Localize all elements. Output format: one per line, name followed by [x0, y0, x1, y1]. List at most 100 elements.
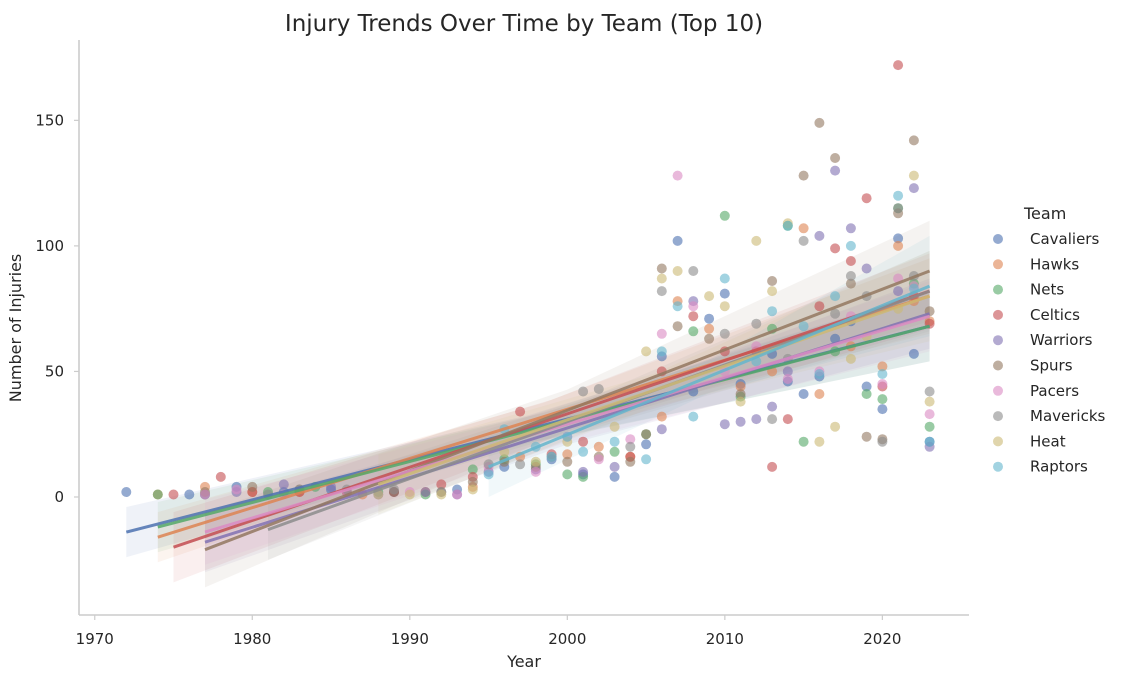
point-pacers — [672, 170, 683, 181]
point-raptors — [672, 301, 683, 312]
point-raptors — [641, 454, 652, 465]
trend-line-heat — [377, 294, 931, 486]
point-raptors — [845, 240, 856, 251]
point-spurs — [704, 333, 715, 344]
point-heat — [436, 489, 447, 500]
point-mavericks — [751, 318, 762, 329]
point-spurs — [641, 429, 652, 440]
point-raptors — [483, 469, 494, 480]
point-heat — [814, 436, 825, 447]
point-pacers — [688, 301, 699, 312]
point-hawks — [562, 449, 573, 460]
point-heat — [767, 286, 778, 297]
point-raptors — [782, 220, 793, 231]
y-axis-label: Number of Injuries — [6, 254, 25, 403]
point-warriors — [893, 286, 904, 297]
legend-label-nets: Nets — [1030, 281, 1064, 299]
y-tick-label: 0 — [54, 488, 64, 506]
point-heat — [830, 421, 841, 432]
point-pacers — [656, 328, 667, 339]
point-heat — [672, 266, 683, 276]
point-celtics — [168, 489, 179, 500]
point-spurs — [861, 431, 872, 442]
confidence-band-spurs — [205, 220, 930, 588]
point-raptors — [798, 321, 809, 332]
point-mavericks — [389, 484, 399, 495]
point-spurs — [656, 263, 667, 274]
y-tick-label: 100 — [35, 237, 64, 255]
point-mavericks — [656, 286, 667, 297]
point-spurs — [672, 321, 683, 332]
point-warriors — [719, 419, 730, 430]
legend-label-pacers: Pacers — [1030, 382, 1079, 400]
legend-marker-celtics — [993, 309, 1003, 320]
point-mavericks — [798, 235, 809, 246]
point-celtics — [782, 414, 793, 425]
point-warriors — [861, 263, 872, 274]
point-mavericks — [845, 271, 856, 281]
point-cavaliers — [184, 489, 195, 500]
point-warriors — [782, 366, 793, 377]
point-warriors — [845, 223, 856, 234]
trend-line-raptors — [488, 284, 931, 469]
x-axis-ticks: 1970 1980 1990 2000 2010 2020 — [76, 615, 901, 648]
point-warriors — [420, 487, 431, 497]
point-pacers — [593, 454, 604, 465]
point-raptors — [546, 451, 557, 462]
point-spurs — [247, 481, 258, 492]
point-pacers — [782, 374, 793, 384]
point-mavericks — [593, 384, 604, 394]
legend: Team Cavaliers Hawks Nets Celtics Warriors Sp… — [993, 204, 1106, 476]
point-raptors — [814, 369, 825, 379]
point-celtics — [578, 436, 589, 447]
point-heat — [404, 489, 415, 500]
point-celtics — [845, 256, 856, 266]
point-hawks — [704, 323, 715, 334]
point-cavaliers — [609, 471, 620, 482]
point-warriors — [830, 165, 841, 176]
legend-marker-heat — [993, 436, 1003, 447]
point-cavaliers — [719, 288, 730, 299]
data-points — [121, 60, 935, 500]
point-celtics — [515, 406, 526, 417]
point-spurs — [845, 278, 856, 289]
point-spurs — [798, 170, 809, 181]
point-nets — [152, 489, 163, 500]
point-spurs — [767, 276, 778, 286]
legend-label-cavaliers: Cavaliers — [1030, 230, 1099, 248]
point-pacers — [231, 484, 242, 495]
regression-lines — [125, 269, 931, 552]
x-tick-label: 1990 — [391, 630, 429, 648]
point-nets — [688, 326, 699, 337]
point-heat — [908, 170, 919, 181]
point-spurs — [735, 389, 746, 399]
point-raptors — [609, 436, 620, 447]
point-mavericks — [877, 436, 888, 447]
point-mavericks — [688, 266, 699, 276]
point-nets — [719, 210, 730, 221]
point-pacers — [200, 489, 210, 500]
x-tick-label: 2000 — [548, 630, 586, 648]
legend-title: Team — [1023, 204, 1066, 223]
point-cavaliers — [121, 487, 132, 497]
point-raptors — [877, 369, 888, 379]
point-warriors — [656, 424, 667, 435]
legend-label-heat: Heat — [1030, 432, 1066, 450]
point-spurs — [908, 135, 919, 146]
point-nets — [798, 436, 809, 447]
point-celtics — [436, 479, 447, 490]
point-celtics — [767, 461, 778, 472]
point-nets — [861, 389, 872, 399]
point-raptors — [830, 291, 841, 302]
y-tick-label: 150 — [35, 111, 64, 129]
point-spurs — [467, 476, 478, 487]
point-spurs — [814, 117, 825, 128]
point-mavericks — [578, 386, 589, 397]
point-mavericks — [515, 459, 526, 470]
point-hawks — [877, 361, 888, 372]
point-warriors — [814, 230, 825, 241]
point-spurs — [830, 153, 841, 163]
x-tick-label: 2020 — [863, 630, 901, 648]
point-raptors — [767, 306, 778, 317]
